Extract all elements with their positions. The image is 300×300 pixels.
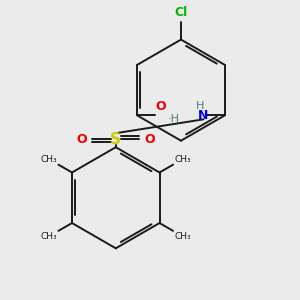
Text: Cl: Cl <box>174 6 188 19</box>
Text: CH₃: CH₃ <box>40 232 57 241</box>
Text: O: O <box>144 133 155 146</box>
Text: CH₃: CH₃ <box>40 155 57 164</box>
Text: CH₃: CH₃ <box>175 232 191 241</box>
Text: O: O <box>156 100 167 113</box>
Text: S: S <box>110 132 121 147</box>
Text: CH₃: CH₃ <box>175 155 191 164</box>
Text: ·H: ·H <box>167 114 179 124</box>
Text: O: O <box>77 133 87 146</box>
Text: N: N <box>198 109 209 122</box>
Text: H: H <box>196 101 205 112</box>
